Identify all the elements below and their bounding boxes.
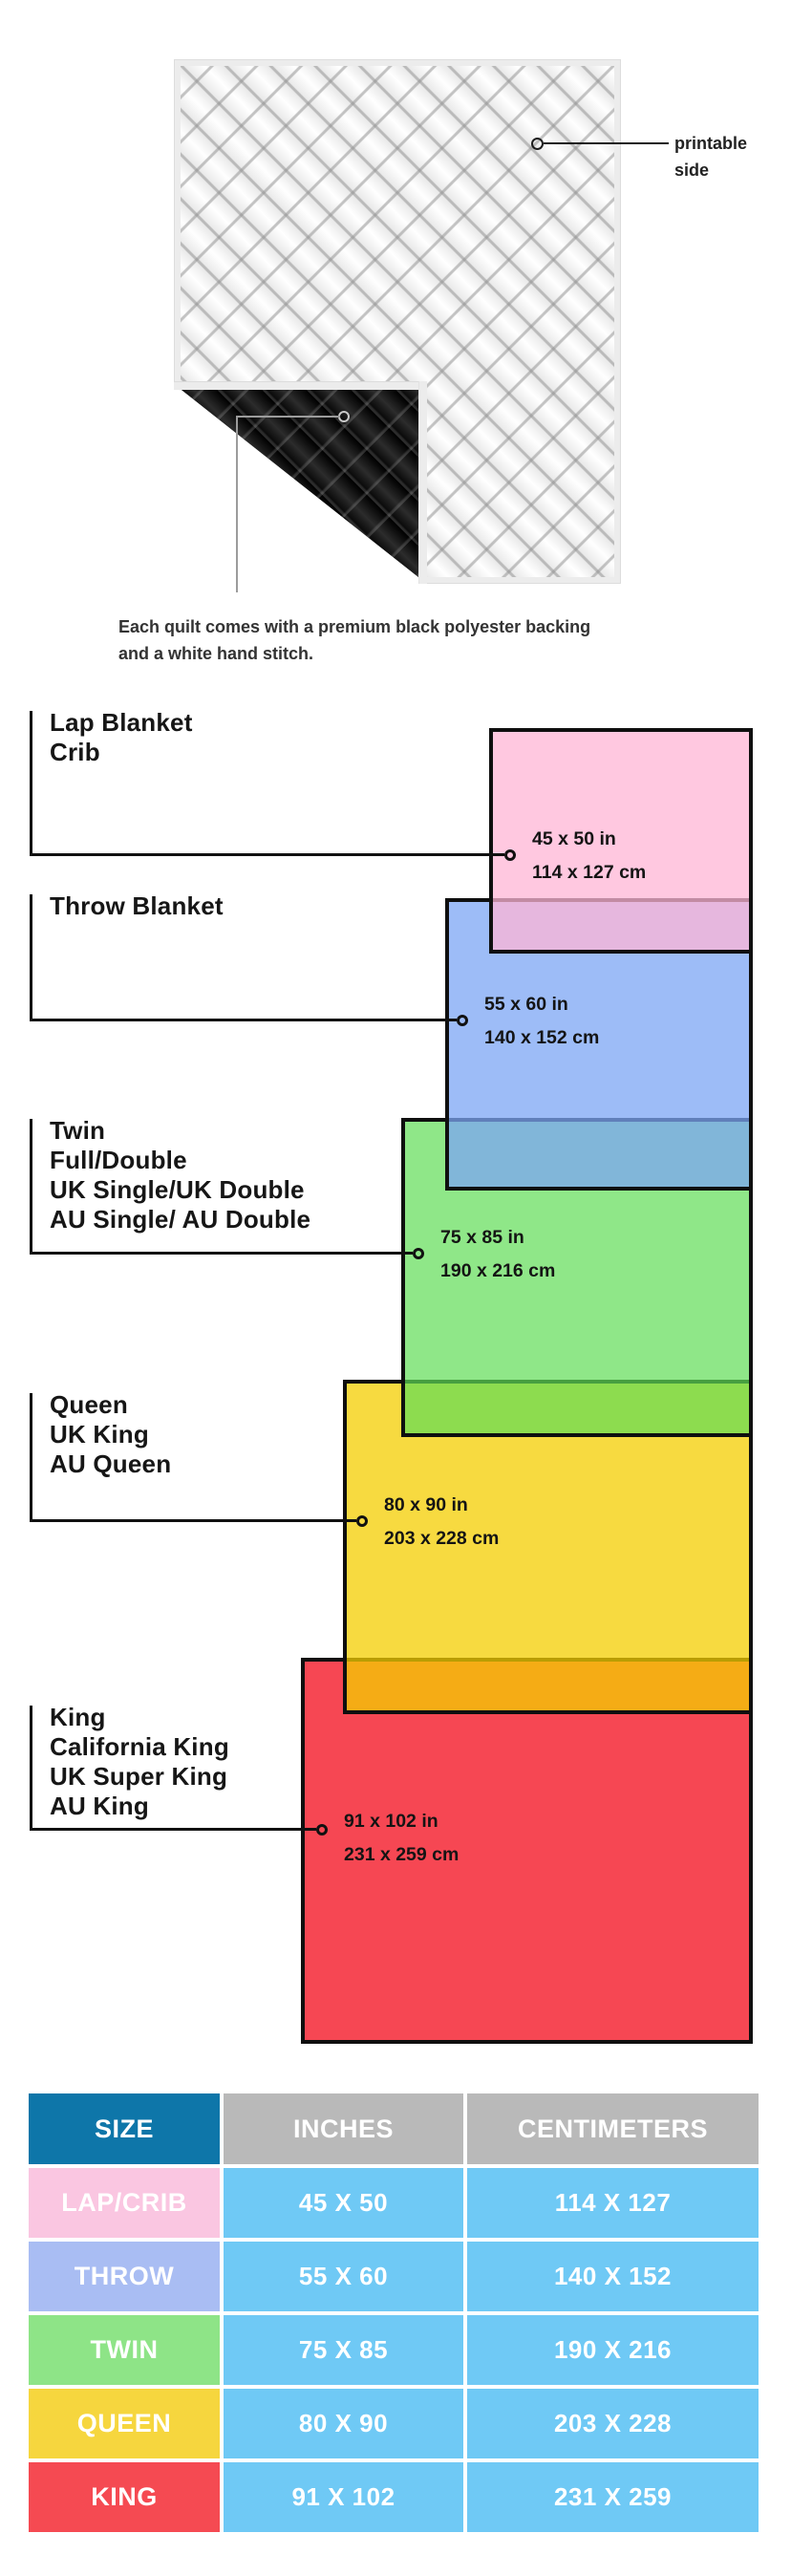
table-row-inches: 91 X 102 (224, 2462, 463, 2532)
label-line: AU King (50, 1792, 149, 1820)
size-table: SIZE INCHES CENTIMETERS LAP/CRIB 45 X 50… (29, 2093, 759, 2532)
callout-line-lap-h (30, 853, 504, 856)
callout-line-throw-h (30, 1019, 457, 1021)
callout-dot-lap (504, 849, 516, 861)
label-line: Throw Blanket (50, 891, 224, 920)
size-rect-lap (489, 728, 753, 954)
label-line: Full/Double (50, 1146, 187, 1174)
size-text-queen: 80 x 90 in 203 x 228 cm (384, 1489, 499, 1556)
size-inches: 55 x 60 in (484, 994, 568, 1015)
label-lap-crib: Lap Blanket Crib (50, 708, 193, 767)
table-row-inches: 80 X 90 (224, 2389, 463, 2458)
label-king: King California King UK Super King AU Ki… (50, 1703, 229, 1821)
black-backing-callout-line-v (236, 416, 238, 592)
label-line: Queen (50, 1390, 128, 1419)
quilt-fold-binding-vertical (418, 381, 427, 584)
label-line: AU Single/ AU Double (50, 1205, 311, 1234)
label-queen: Queen UK King AU Queen (50, 1390, 171, 1479)
quilt-fold-binding-horizontal (174, 381, 426, 390)
quilt-caption: Each quilt comes with a premium black po… (118, 617, 591, 663)
size-cm: 231 x 259 cm (344, 1844, 460, 1865)
table-header-size: SIZE (29, 2093, 220, 2164)
size-text-throw: 55 x 60 in 140 x 152 cm (484, 988, 599, 1055)
callout-line-queen-v (30, 1393, 32, 1522)
size-cm: 203 x 228 cm (384, 1528, 500, 1549)
table-row-cm: 231 X 259 (467, 2462, 759, 2532)
callout-line-throw-v (30, 894, 32, 1021)
label-line: UK Single/UK Double (50, 1175, 305, 1204)
table-row-inches: 55 X 60 (224, 2242, 463, 2311)
label-line: California King (50, 1732, 229, 1761)
size-cm: 190 x 216 cm (440, 1260, 556, 1281)
callout-line-twin-h (30, 1252, 413, 1255)
label-line: King (50, 1703, 106, 1731)
size-inches: 80 x 90 in (384, 1494, 468, 1515)
callout-dot-king (316, 1824, 328, 1835)
table-header-inches: INCHES (224, 2093, 463, 2164)
printable-side-label-line2: side (674, 161, 710, 180)
table-row-label: LAP/CRIB (29, 2168, 220, 2238)
table-header-centimeters: CENTIMETERS (467, 2093, 759, 2164)
label-twin: Twin Full/Double UK Single/UK Double AU … (50, 1116, 310, 1234)
size-text-twin: 75 x 85 in 190 x 216 cm (440, 1221, 555, 1288)
size-cm: 140 x 152 cm (484, 1027, 600, 1048)
printable-side-label-line1: printable (674, 134, 748, 153)
printable-side-callout-dot (531, 138, 544, 150)
size-text-lap: 45 x 50 in 114 x 127 cm (532, 823, 646, 890)
label-line: AU Queen (50, 1449, 172, 1478)
size-text-king: 91 x 102 in 231 x 259 cm (344, 1805, 459, 1872)
table-row-cm: 140 X 152 (467, 2242, 759, 2311)
table-row-label: KING (29, 2462, 220, 2532)
table-row-cm: 203 X 228 (467, 2389, 759, 2458)
size-inches: 75 x 85 in (440, 1227, 524, 1248)
label-throw: Throw Blanket (50, 891, 224, 921)
callout-line-twin-v (30, 1119, 32, 1255)
table-row-label: QUEEN (29, 2389, 220, 2458)
label-line: UK King (50, 1420, 149, 1449)
label-line: Twin (50, 1116, 106, 1145)
table-row-inches: 45 X 50 (224, 2168, 463, 2238)
table-row-cm: 190 X 216 (467, 2315, 759, 2385)
callout-line-queen-h (30, 1519, 356, 1522)
label-line: UK Super King (50, 1762, 228, 1791)
callout-line-king-v (30, 1706, 32, 1831)
table-row-cm: 114 X 127 (467, 2168, 759, 2238)
callout-dot-queen (356, 1515, 368, 1527)
printable-side-callout-line (544, 142, 669, 144)
black-backing-callout-line-h (236, 416, 340, 418)
callout-line-lap-v (30, 711, 32, 856)
table-row-label: TWIN (29, 2315, 220, 2385)
size-inches: 45 x 50 in (532, 828, 616, 849)
label-line: Lap Blanket (50, 708, 193, 737)
table-row-inches: 75 X 85 (224, 2315, 463, 2385)
table-row-label: THROW (29, 2242, 220, 2311)
callout-line-king-h (30, 1828, 316, 1831)
size-rect-king (301, 1658, 753, 2044)
printable-side-label: printable side (674, 130, 747, 183)
callout-dot-throw (457, 1015, 468, 1026)
size-inches: 91 x 102 in (344, 1811, 438, 1832)
callout-dot-twin (413, 1248, 424, 1259)
label-line: Crib (50, 738, 100, 766)
size-cm: 114 x 127 cm (532, 862, 647, 883)
